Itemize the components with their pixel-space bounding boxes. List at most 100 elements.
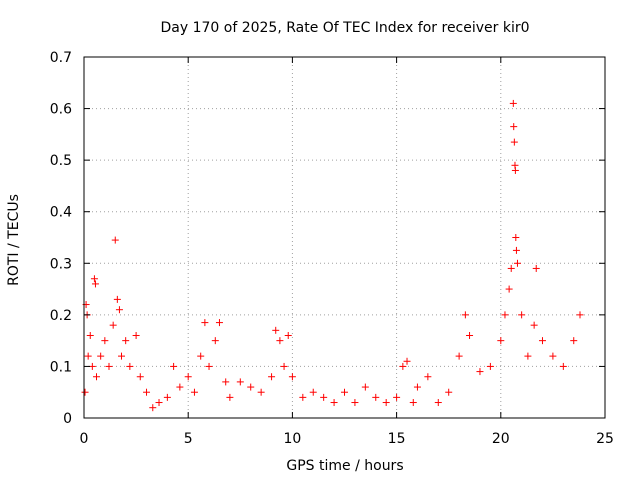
data-point — [111, 236, 119, 244]
data-points — [81, 99, 584, 412]
y-tick-label: 0.7 — [50, 50, 72, 66]
data-point — [549, 352, 557, 360]
x-tick-label: 10 — [283, 431, 301, 447]
data-point — [501, 311, 509, 319]
y-tick-labels: 0 0.1 0.2 0.3 0.4 0.5 0.6 0.7 — [50, 50, 72, 427]
x-tick-label: 0 — [80, 431, 89, 447]
data-point — [399, 362, 407, 370]
y-axis-label: ROTI / TECUs — [6, 194, 22, 286]
data-point — [320, 393, 328, 401]
data-point — [163, 393, 171, 401]
data-point — [176, 383, 184, 391]
x-tick-label: 20 — [492, 431, 510, 447]
data-point — [132, 331, 140, 339]
data-point — [205, 362, 213, 370]
y-tick-label: 0.6 — [50, 102, 72, 118]
axis-ticks — [83, 56, 606, 419]
data-point — [351, 399, 359, 407]
data-point — [276, 337, 284, 345]
data-point — [184, 373, 192, 381]
data-point — [86, 331, 94, 339]
data-point — [122, 337, 130, 345]
data-point — [113, 295, 121, 303]
data-point — [341, 388, 348, 396]
data-point — [272, 326, 280, 334]
data-point — [88, 362, 96, 370]
data-point — [280, 362, 288, 370]
grid-lines — [84, 57, 605, 418]
data-point — [97, 352, 105, 360]
data-point — [466, 331, 474, 339]
data-point — [84, 352, 92, 360]
x-tick-label: 25 — [596, 431, 614, 447]
x-tick-label: 5 — [184, 431, 193, 447]
data-point — [215, 319, 223, 327]
plot-frame — [83, 56, 606, 419]
y-tick-label: 0.3 — [50, 256, 72, 272]
x-tick-label: 15 — [388, 431, 406, 447]
data-point — [513, 259, 521, 267]
y-tick-label: 0.2 — [50, 308, 72, 324]
data-point — [486, 362, 494, 370]
data-point — [497, 337, 505, 345]
data-point — [512, 234, 520, 241]
data-point — [201, 319, 209, 327]
data-point — [90, 275, 98, 283]
data-point — [109, 321, 117, 329]
data-point — [511, 166, 519, 174]
chart-title: Day 170 of 2025, Rate Of TEC Index for r… — [160, 20, 529, 36]
data-point — [461, 311, 469, 319]
data-point — [211, 337, 219, 345]
data-point — [424, 373, 432, 381]
data-point — [509, 99, 517, 107]
data-point — [393, 393, 401, 401]
data-point — [309, 388, 317, 396]
data-point — [518, 311, 526, 319]
data-point — [126, 362, 134, 370]
data-point — [532, 264, 540, 272]
data-point — [409, 399, 417, 407]
y-tick-label: 0.4 — [50, 205, 72, 221]
data-point — [510, 123, 518, 131]
data-point — [510, 138, 518, 146]
data-point — [476, 368, 484, 376]
data-point — [413, 383, 421, 391]
data-point — [105, 362, 113, 370]
data-point — [115, 306, 123, 314]
data-point — [81, 388, 89, 396]
data-point — [576, 311, 584, 319]
data-point — [361, 383, 369, 391]
data-point — [538, 337, 546, 345]
y-tick-label: 0 — [63, 411, 72, 427]
data-point — [382, 399, 390, 407]
x-axis-label: GPS time / hours — [286, 458, 403, 474]
data-point — [136, 373, 144, 381]
data-point — [268, 373, 276, 381]
data-point — [505, 285, 513, 293]
data-point — [226, 393, 234, 401]
data-point — [91, 280, 99, 288]
data-point — [247, 383, 255, 391]
data-point — [257, 388, 265, 396]
x-tick-labels: 0 5 10 15 20 25 — [80, 431, 614, 447]
data-point — [559, 362, 567, 370]
data-point — [149, 404, 157, 412]
data-point — [170, 362, 178, 370]
data-point — [507, 264, 515, 272]
data-point — [530, 321, 538, 329]
data-point — [155, 399, 163, 407]
data-point — [284, 331, 292, 339]
data-point — [570, 337, 578, 345]
data-point — [143, 388, 151, 396]
y-tick-label: 0.5 — [50, 153, 72, 169]
y-tick-label: 0.1 — [50, 359, 72, 375]
data-point — [330, 399, 338, 407]
data-point — [524, 352, 532, 360]
data-point — [93, 373, 101, 381]
data-point — [403, 357, 411, 365]
data-point — [445, 388, 453, 396]
data-point — [222, 378, 230, 386]
data-point — [101, 337, 109, 345]
data-point — [512, 246, 520, 254]
